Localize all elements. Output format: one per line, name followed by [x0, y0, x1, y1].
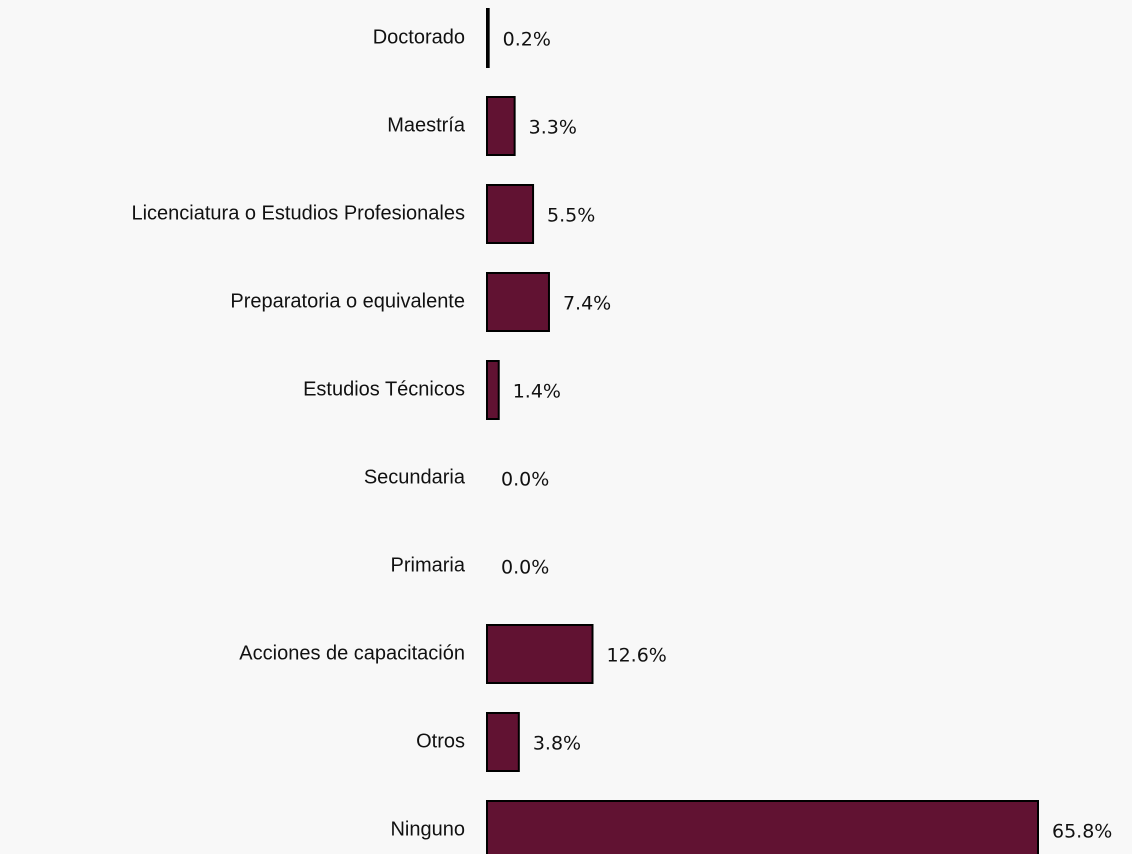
value-label: 7.4%	[563, 293, 611, 315]
category-label: Preparatoria o equivalente	[230, 290, 465, 312]
bar	[486, 360, 500, 420]
bar	[486, 624, 594, 684]
category-label: Licenciatura o Estudios Profesionales	[131, 202, 465, 224]
value-label: 1.4%	[513, 381, 561, 403]
value-label: 3.8%	[533, 733, 581, 755]
bar	[486, 184, 535, 244]
value-label: 0.2%	[503, 29, 551, 51]
bar	[486, 8, 490, 68]
value-label: 65.8%	[1052, 821, 1112, 843]
category-label: Doctorado	[373, 26, 465, 48]
value-label: 3.3%	[529, 117, 577, 139]
bar	[486, 800, 1039, 854]
category-label: Acciones de capacitación	[239, 642, 465, 664]
category-label: Secundaria	[364, 466, 466, 488]
category-label: Ninguno	[390, 818, 465, 840]
category-label: Maestría	[387, 114, 466, 136]
category-label: Estudios Técnicos	[303, 378, 465, 400]
value-label: 5.5%	[547, 205, 595, 227]
bar	[486, 712, 520, 772]
category-label: Primaria	[391, 554, 466, 576]
value-label: 0.0%	[501, 557, 549, 579]
bar	[486, 272, 550, 332]
bar	[486, 96, 516, 156]
category-label: Otros	[416, 730, 465, 752]
value-label: 12.6%	[607, 645, 667, 667]
value-label: 0.0%	[501, 469, 549, 491]
